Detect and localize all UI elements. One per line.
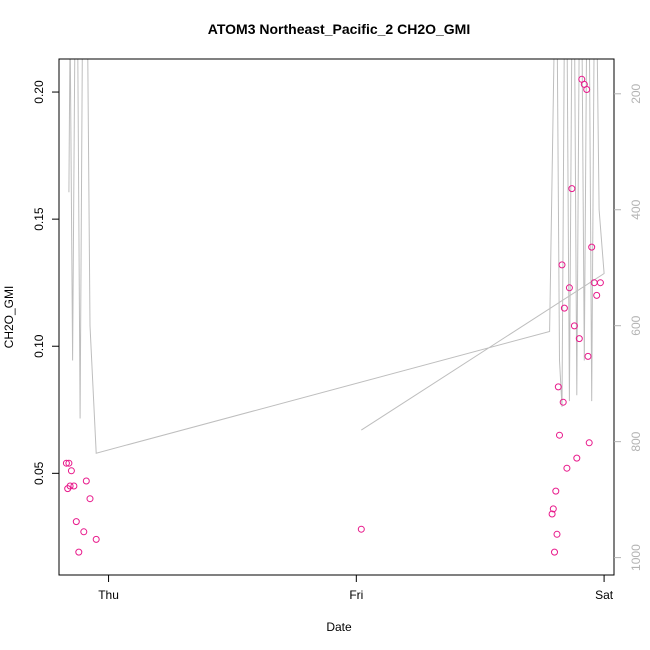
data-point (549, 505, 557, 513)
y2-tick-label: 400 (629, 199, 643, 219)
data-point (559, 398, 567, 406)
chart-title: ATOM3 Northeast_Pacific_2 CH2O_GMI (208, 21, 470, 37)
data-point (86, 495, 94, 503)
data-point (65, 459, 73, 467)
data-point (70, 482, 78, 490)
data-point (573, 454, 581, 462)
x-tick-label: Fri (349, 588, 363, 602)
data-point (92, 535, 100, 543)
pressure-line (68, 59, 605, 454)
y2-tick-label: 600 (629, 315, 643, 335)
data-point (596, 279, 604, 287)
y-tick-label: 0.05 (32, 461, 46, 485)
data-point (563, 464, 571, 472)
data-point (583, 86, 591, 93)
y2-tick-label: 200 (629, 83, 643, 103)
y-axis-label: CH2O_GMI (2, 286, 16, 349)
data-point (556, 431, 563, 439)
data-point (570, 322, 578, 330)
data-point (75, 548, 83, 556)
y-tick-label: 0.15 (32, 207, 46, 231)
data-point (584, 352, 592, 360)
data-point (585, 439, 593, 447)
data-point (560, 304, 568, 312)
data-point (593, 291, 601, 299)
data-point (62, 459, 70, 467)
data-point (80, 528, 88, 536)
y2-axis: 200 400 600 800 1000 (614, 83, 643, 571)
data-point (551, 548, 558, 556)
data-point (66, 482, 74, 490)
x-tick-label: Thu (98, 588, 119, 602)
data-point (357, 525, 365, 533)
data-point (558, 261, 566, 269)
y-tick-label: 0.20 (32, 80, 46, 104)
data-point (67, 467, 75, 475)
data-point (575, 335, 583, 343)
data-point (568, 185, 576, 193)
y2-tick-label: 1000 (629, 544, 643, 571)
plot-frame (58, 58, 615, 576)
plot-area (62, 59, 605, 556)
x-tick-label: Sat (595, 588, 614, 602)
data-point (72, 518, 80, 526)
data-point (552, 487, 560, 495)
data-point (588, 243, 596, 251)
data-point (553, 530, 561, 538)
y2-tick-label: 800 (629, 431, 643, 451)
data-point (565, 284, 573, 292)
x-axis-label: Date (326, 620, 352, 634)
y-tick-label: 0.10 (32, 334, 46, 358)
data-point (554, 383, 562, 391)
y-axis: 0.05 0.10 0.15 0.20 (32, 80, 59, 485)
data-point (82, 477, 90, 485)
x-axis: Thu Fri Sat (98, 575, 614, 602)
data-point (548, 510, 556, 518)
